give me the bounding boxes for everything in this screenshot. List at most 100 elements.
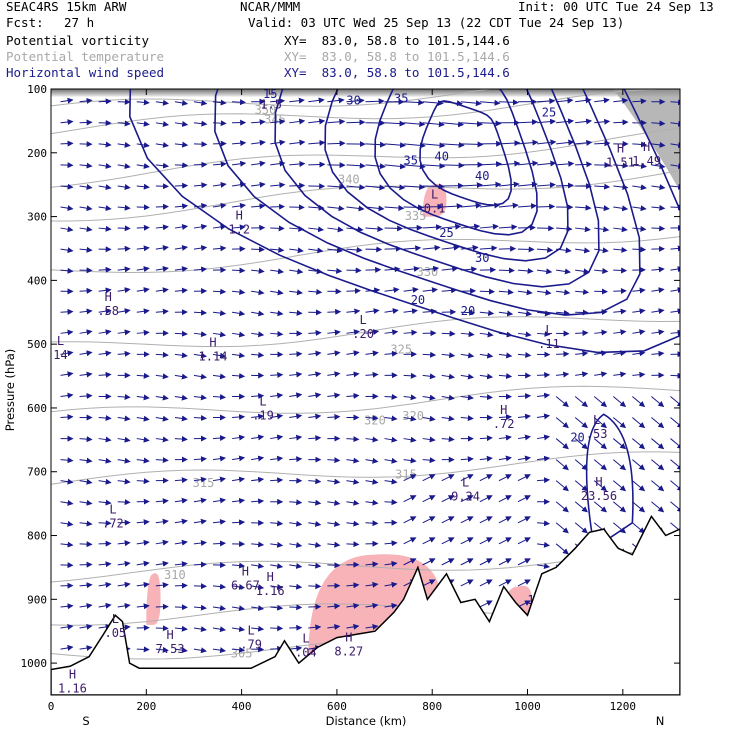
wind-vector bbox=[117, 120, 131, 127]
wind-vector bbox=[498, 310, 514, 317]
wind-vector bbox=[193, 415, 207, 422]
wind-vector bbox=[460, 331, 475, 338]
wind-vector bbox=[136, 478, 150, 485]
wind-vector bbox=[479, 245, 498, 252]
pv-extremum-marker: L bbox=[248, 624, 255, 638]
wind-vector bbox=[593, 459, 607, 471]
wind-vector bbox=[422, 457, 436, 464]
wind-vector bbox=[117, 245, 131, 252]
wind-vector bbox=[136, 372, 150, 379]
wind-vector bbox=[346, 478, 360, 485]
wind-vector bbox=[136, 287, 150, 293]
wind-vector bbox=[174, 415, 188, 422]
wind-vector bbox=[651, 308, 665, 315]
wind-vector bbox=[212, 99, 227, 106]
wind-vector bbox=[651, 501, 665, 513]
pv-extremum-value: 9.24 bbox=[451, 490, 480, 504]
pv-extremum-marker: H bbox=[105, 290, 112, 304]
wind-vector bbox=[155, 287, 169, 294]
wind-vector bbox=[441, 265, 459, 272]
top-pv-shade bbox=[51, 89, 680, 97]
wind-vector bbox=[193, 604, 207, 611]
wind-vector bbox=[346, 308, 361, 315]
pv-extremum-value: 1.5 bbox=[260, 97, 282, 111]
wind-vector bbox=[403, 265, 420, 272]
wind-vector bbox=[346, 520, 360, 527]
wind-vector bbox=[251, 476, 265, 483]
wind-vector bbox=[155, 224, 169, 231]
wind-vector bbox=[289, 520, 303, 527]
wind-vector bbox=[670, 396, 680, 408]
wind-vector bbox=[174, 647, 188, 654]
pv-extremum-marker: H bbox=[617, 141, 624, 155]
pv-extremum-marker: L bbox=[462, 476, 469, 490]
wind-vector bbox=[327, 541, 341, 548]
wind-vector bbox=[98, 520, 112, 527]
wind-vector bbox=[498, 373, 513, 380]
wind-vector bbox=[327, 520, 341, 527]
wind-vector bbox=[670, 522, 680, 534]
wind-vector bbox=[98, 266, 112, 273]
wind-vector bbox=[155, 308, 169, 315]
wind-vector bbox=[422, 394, 436, 401]
wind-vector bbox=[517, 224, 536, 231]
wind-vector bbox=[594, 183, 611, 190]
x-tick-label: 1200 bbox=[610, 700, 637, 713]
wind-vector bbox=[289, 434, 303, 441]
x-tick-label: 0 bbox=[48, 700, 55, 713]
wind-vector bbox=[60, 350, 74, 357]
wind-vector bbox=[441, 516, 455, 524]
wind-vector bbox=[632, 501, 646, 513]
wind-vector bbox=[136, 224, 150, 231]
wind-vector bbox=[98, 308, 112, 315]
wind-vector bbox=[212, 583, 227, 590]
wind-vector bbox=[556, 225, 573, 232]
wind-vector bbox=[327, 603, 341, 610]
wind-vector bbox=[460, 495, 474, 503]
wind-vector bbox=[422, 121, 445, 128]
wind-speed-label: 40 bbox=[475, 169, 489, 183]
wind-vector bbox=[460, 266, 478, 273]
wind-vector bbox=[251, 203, 266, 210]
pv-extremum-value: .11 bbox=[538, 337, 560, 351]
wind-vector bbox=[308, 478, 322, 485]
wind-vector bbox=[517, 495, 531, 503]
wind-vector bbox=[117, 560, 131, 567]
wind-vector bbox=[365, 478, 379, 485]
wind-vector bbox=[517, 558, 531, 566]
wind-vector bbox=[327, 499, 341, 506]
wind-vector bbox=[270, 246, 285, 253]
wind-vector bbox=[612, 417, 627, 429]
wind-vector bbox=[212, 647, 227, 654]
wind-vector bbox=[575, 288, 590, 295]
wind-vector bbox=[651, 480, 665, 492]
wind-vector bbox=[460, 456, 474, 463]
wind-vector bbox=[403, 415, 417, 422]
wind-vector bbox=[193, 182, 208, 189]
wind-vector bbox=[289, 350, 303, 357]
wind-vector bbox=[441, 121, 465, 128]
wind-speed-label: 20 bbox=[411, 293, 425, 307]
wind-vector bbox=[517, 331, 532, 338]
wind-vector bbox=[556, 118, 575, 125]
pv-extremum-value: 1.2 bbox=[228, 222, 250, 236]
pv-extremum-marker: L bbox=[268, 83, 275, 97]
wind-vector bbox=[155, 582, 169, 589]
theta-contour-label: 310 bbox=[164, 568, 186, 582]
wind-vector bbox=[79, 392, 93, 399]
pv-extremum-marker: L bbox=[593, 413, 600, 427]
wind-vector bbox=[98, 371, 112, 378]
wind-vector bbox=[384, 581, 398, 588]
wind-vector bbox=[556, 351, 570, 358]
wind-vector bbox=[441, 474, 455, 482]
wind-vector bbox=[632, 205, 647, 212]
wind-vector bbox=[365, 602, 379, 609]
wind-vector bbox=[251, 498, 265, 505]
wind-vector bbox=[556, 182, 574, 189]
wind-vector bbox=[670, 245, 680, 252]
wind-vector bbox=[556, 139, 575, 146]
pv-extremum-marker: H bbox=[209, 335, 216, 349]
wind-vector bbox=[670, 120, 680, 127]
wind-vector bbox=[136, 457, 150, 464]
wind-vector bbox=[193, 518, 207, 525]
